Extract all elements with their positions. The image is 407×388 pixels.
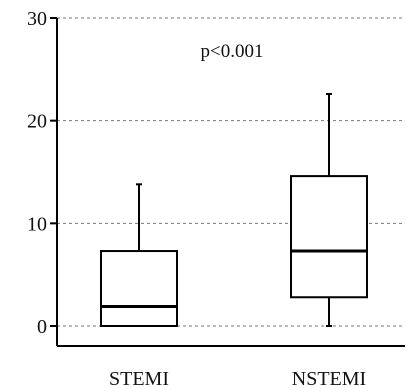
axes	[56, 18, 405, 347]
y-tick-label: 0	[37, 316, 47, 338]
category-label-stemi: STEMI	[109, 368, 169, 388]
iqr-box	[100, 250, 178, 327]
category-label-nstemi: NSTEMI	[292, 368, 366, 388]
box-nstemi	[290, 92, 368, 327]
boxes	[100, 92, 368, 327]
iqr-box	[290, 175, 368, 299]
y-tick-label: 30	[27, 8, 47, 30]
p-value-annotation: p<0.001	[201, 41, 264, 62]
y-axis-ticks: 0 10 20 30	[27, 8, 57, 338]
y-tick-label: 20	[27, 111, 47, 133]
category-labels: STEMI NSTEMI	[109, 368, 366, 388]
box-stemi	[100, 183, 178, 327]
y-tick-label: 10	[27, 213, 47, 235]
